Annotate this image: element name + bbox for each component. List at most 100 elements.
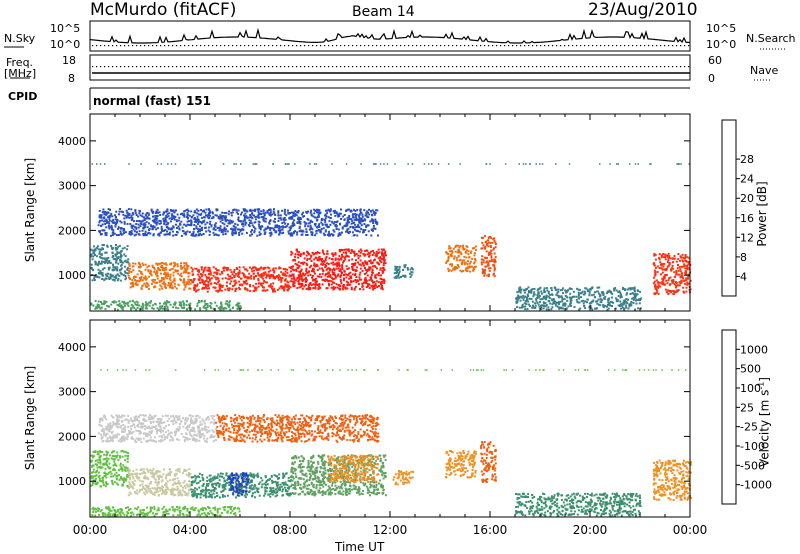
nsearch-dot — [536, 45, 538, 47]
nsearch-dot — [336, 45, 338, 47]
nsearch-dot — [304, 45, 306, 47]
nave-dot — [364, 66, 366, 68]
nsearch-dot — [444, 45, 446, 47]
nsearch-dot — [532, 45, 534, 47]
cb-velocity-tick-label-4: 25 — [740, 401, 754, 414]
nsearch-dot — [288, 45, 290, 47]
nave-dot — [576, 66, 578, 68]
nave-dot — [600, 66, 602, 68]
nave-dot — [452, 66, 454, 68]
power-ytick-label-0: 1000 — [58, 269, 86, 282]
nave-dot — [516, 66, 518, 68]
nsky-tick-top: 10^5 — [50, 22, 81, 35]
nave-dot — [328, 66, 330, 68]
nsearch-dot — [508, 45, 510, 47]
nsearch-dot — [668, 45, 670, 47]
nsearch-dot — [628, 45, 630, 47]
nsearch-dot — [440, 45, 442, 47]
nsearch-dot — [596, 45, 598, 47]
nave-dot — [644, 66, 646, 68]
nsearch-dot — [320, 45, 322, 47]
nave-dot — [656, 66, 658, 68]
nave-dot — [172, 66, 174, 68]
velocity-region-10 — [652, 459, 692, 501]
nave-dot — [180, 66, 182, 68]
nave-dot — [160, 66, 162, 68]
nsearch-dot — [212, 45, 214, 47]
nave-dot — [284, 66, 286, 68]
nave-dot — [548, 66, 550, 68]
nsearch-dot — [388, 45, 390, 47]
nave-dot — [520, 66, 522, 68]
nsearch-dot — [316, 45, 318, 47]
nsearch-dot — [160, 45, 162, 47]
nsearch-dot — [292, 45, 294, 47]
nsearch-dot — [276, 45, 278, 47]
cb-power-tick-label-3: 16 — [740, 212, 754, 225]
date-title: 23/Aug/2010 — [588, 0, 698, 20]
nsearch-dot — [208, 45, 210, 47]
nave-dot — [620, 66, 622, 68]
cb-velocity-tick-label-5: 100 — [740, 382, 761, 395]
nave-dot — [688, 66, 690, 68]
nsearch-dot — [600, 45, 602, 47]
xtick-label-0: 00:00 — [73, 523, 108, 537]
nsky-label: N.Sky — [4, 32, 36, 45]
cb-power-tick-label-6: 28 — [740, 153, 754, 166]
power-colorbar: 4 8 12 16 20 24 28 — [721, 119, 754, 297]
nave-dot — [196, 66, 198, 68]
nave-dot — [372, 66, 374, 68]
velocity-region-8 — [480, 441, 497, 483]
nsearch-dot — [332, 45, 334, 47]
velocity-region-7 — [445, 449, 477, 479]
power-ytick-label-3: 4000 — [58, 135, 86, 148]
nsearch-dot — [476, 45, 478, 47]
xtick-label-6: 00:00 — [673, 523, 708, 537]
velocity-region-9 — [515, 492, 642, 517]
nave-dot — [488, 66, 490, 68]
nsearch-dot — [544, 45, 546, 47]
nsearch-dot — [652, 45, 654, 47]
nave-dot — [556, 66, 558, 68]
nave-dot — [256, 66, 258, 68]
velocity-panel: 1000 2000 3000 4000 — [58, 319, 692, 518]
nsearch-dot — [676, 45, 678, 47]
nave-dot — [684, 66, 686, 68]
nave-dot — [100, 66, 102, 68]
nsearch-dot — [128, 45, 130, 47]
velocity-region-12 — [215, 414, 380, 443]
xtick-label-4: 16:00 — [473, 523, 508, 537]
nsearch-dot — [484, 45, 486, 47]
nsearch-dot — [364, 45, 366, 47]
nave-dot — [400, 66, 402, 68]
nsearch-dot — [172, 45, 174, 47]
nave-dot — [96, 66, 98, 68]
nave-dot — [236, 66, 238, 68]
nave-dot — [484, 66, 486, 68]
nave-dot — [624, 66, 626, 68]
nsearch-dot — [492, 45, 494, 47]
nsearch-dot — [240, 45, 242, 47]
nsearch-dot — [296, 45, 298, 47]
nave-dot — [208, 66, 210, 68]
nave-dot — [148, 66, 150, 68]
nsearch-dot — [612, 45, 614, 47]
cb-power-tick-label-1: 8 — [740, 251, 747, 264]
nave-dot — [224, 66, 226, 68]
nave-dot — [276, 66, 278, 68]
nave-tick-bottom: 0 — [708, 72, 715, 85]
nave-dot — [316, 66, 318, 68]
nsearch-dot — [500, 45, 502, 47]
nsearch-dot — [280, 45, 282, 47]
nave-dot — [392, 66, 394, 68]
nsearch-dot — [688, 45, 690, 47]
nsearch-dot — [188, 45, 190, 47]
cb-velocity-tick-label-1: -500 — [740, 459, 765, 472]
nave-dot — [336, 66, 338, 68]
nsearch-dot — [368, 45, 370, 47]
nave-dot — [504, 66, 506, 68]
nsearch-dot — [108, 45, 110, 47]
nsearch-dot — [620, 45, 622, 47]
nsearch-dot — [152, 45, 154, 47]
nave-dot — [164, 66, 166, 68]
